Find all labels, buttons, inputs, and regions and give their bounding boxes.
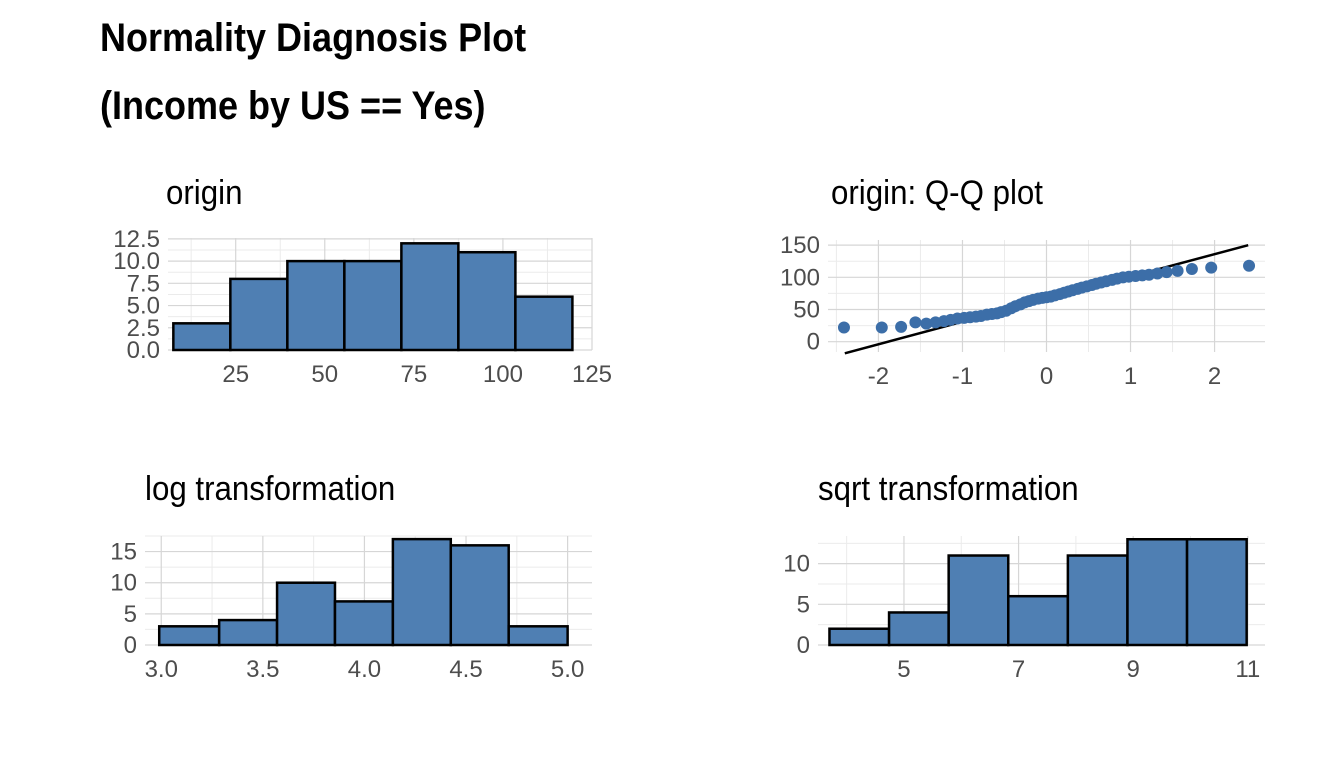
y-tick-label: 2.5 bbox=[127, 315, 160, 342]
figure-title-line-2: (Income by US == Yes) bbox=[100, 84, 486, 128]
panel-3: sqrt transformation 5 7 9 11 0 5 10 bbox=[783, 469, 1265, 683]
histogram-bar bbox=[391, 537, 453, 647]
histogram-bar bbox=[217, 618, 279, 647]
x-tick-label: -2 bbox=[868, 363, 889, 390]
histogram-bar bbox=[1126, 538, 1189, 647]
histogram-bar bbox=[514, 295, 574, 352]
qq-point bbox=[1171, 264, 1184, 277]
y-tick-label: 150 bbox=[780, 232, 820, 259]
histogram-bar bbox=[1066, 554, 1129, 647]
y-tick-label: 0 bbox=[807, 329, 820, 356]
qq-point bbox=[920, 317, 933, 330]
x-tick-label: 11 bbox=[1235, 656, 1260, 683]
histogram-bar bbox=[172, 322, 232, 352]
qq-point bbox=[1151, 267, 1164, 280]
qq-point bbox=[1205, 261, 1218, 274]
y-tick-label: 7.5 bbox=[127, 270, 160, 297]
qq-point bbox=[895, 320, 908, 333]
x-tick-label: 3.5 bbox=[246, 656, 279, 683]
x-tick-label: 5 bbox=[897, 656, 910, 683]
panel-title: origin bbox=[166, 173, 242, 212]
x-tick-label: 100 bbox=[483, 361, 523, 388]
x-tick-label: 7 bbox=[1012, 656, 1025, 683]
qq-point bbox=[1185, 262, 1198, 275]
y-tick-label: 15 bbox=[110, 539, 137, 566]
histogram-bar bbox=[507, 625, 569, 647]
x-tick-label: 125 bbox=[572, 361, 612, 388]
panel-title: log transformation bbox=[145, 469, 395, 508]
histogram-bar bbox=[947, 554, 1010, 647]
y-tick-label: 10 bbox=[110, 570, 137, 597]
x-tick-label: 0 bbox=[1040, 363, 1053, 390]
y-tick-label: 50 bbox=[793, 297, 820, 324]
panel-1: origin: Q-Q plot -2 -1 0 1 2 0 50 100 150 bbox=[780, 173, 1265, 390]
x-tick-label: 9 bbox=[1127, 656, 1140, 683]
x-tick-label: -1 bbox=[952, 363, 973, 390]
y-tick-label: 5 bbox=[124, 601, 137, 628]
histogram-bar bbox=[887, 611, 950, 647]
figure-title: Normality Diagnosis Plot (Income by US =… bbox=[100, 4, 573, 140]
panel-0: origin 25 50 75 100 125 0.02.55.07.510.012.5 bbox=[113, 173, 612, 388]
y-tick-label: 100 bbox=[780, 264, 820, 291]
histogram-bar bbox=[1185, 538, 1248, 647]
panel-title: origin: Q-Q plot bbox=[831, 173, 1043, 212]
qq-point bbox=[837, 321, 850, 334]
x-tick-label: 2 bbox=[1208, 363, 1221, 390]
qq-point bbox=[875, 321, 888, 334]
histogram-bar bbox=[457, 250, 517, 352]
histogram-bar bbox=[400, 242, 460, 352]
histogram-bar bbox=[449, 544, 510, 647]
y-tick-label: 0.0 bbox=[127, 337, 160, 364]
histogram-bar bbox=[275, 581, 337, 647]
histogram-bar bbox=[1007, 594, 1070, 647]
x-tick-label: 4.5 bbox=[449, 656, 482, 683]
x-tick-label: 5.0 bbox=[551, 656, 584, 683]
histogram-bar bbox=[828, 627, 891, 647]
panel-title: sqrt transformation bbox=[818, 469, 1079, 508]
histogram-bar bbox=[229, 277, 289, 352]
histogram-bar bbox=[343, 259, 403, 352]
x-tick-label: 50 bbox=[311, 361, 338, 388]
x-tick-label: 1 bbox=[1124, 363, 1137, 390]
x-tick-label: 25 bbox=[222, 361, 249, 388]
x-tick-label: 4.0 bbox=[348, 656, 381, 683]
y-tick-label: 0 bbox=[797, 632, 810, 659]
y-tick-label: 5 bbox=[797, 591, 810, 618]
panel-2: log transformation 3.0 3.5 4.0 4.5 5.0 0 5 10 15 bbox=[110, 469, 592, 683]
y-tick-label: 10 bbox=[783, 551, 810, 578]
x-tick-label: 3.0 bbox=[145, 656, 178, 683]
y-tick-label: 12.5 bbox=[113, 226, 160, 253]
y-tick-label: 5.0 bbox=[127, 293, 160, 320]
qq-point bbox=[1160, 266, 1173, 279]
histogram-bar bbox=[157, 625, 221, 647]
qq-point bbox=[909, 316, 922, 329]
histogram-bar bbox=[286, 259, 346, 352]
y-tick-label: 0 bbox=[124, 632, 137, 659]
figure-title-line-1: Normality Diagnosis Plot bbox=[100, 16, 527, 60]
qq-point bbox=[1243, 259, 1256, 272]
y-tick-label: 10.0 bbox=[113, 248, 160, 275]
x-tick-label: 75 bbox=[400, 361, 427, 388]
histogram-bar bbox=[333, 600, 395, 647]
